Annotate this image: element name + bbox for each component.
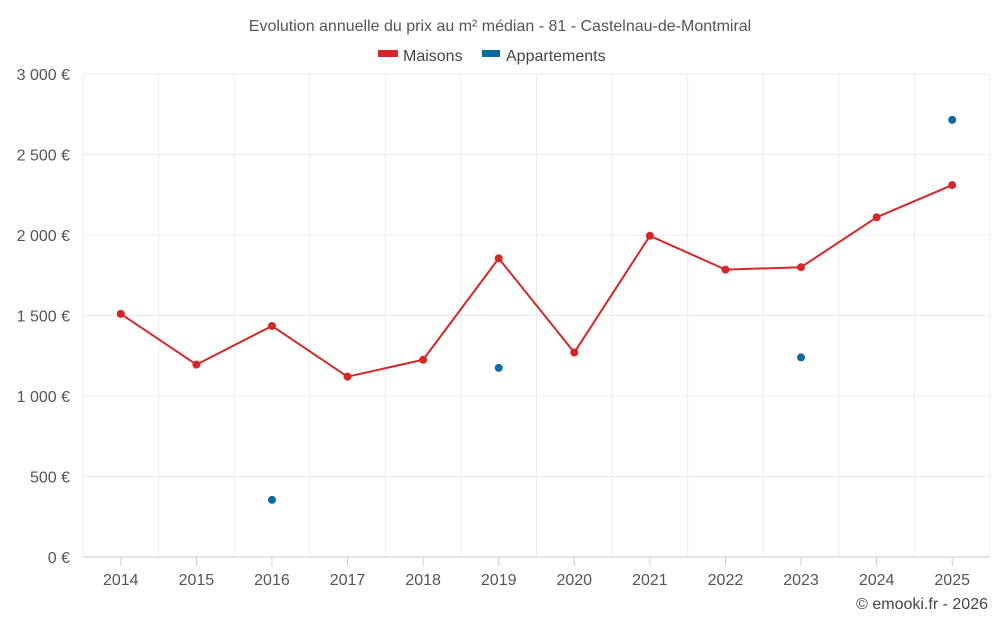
data-point-appartements-2019[interactable]	[494, 363, 503, 372]
series-line-maisons	[120, 184, 953, 378]
data-point-appartements-2016[interactable]	[267, 495, 276, 504]
x-tick-label: 2023	[783, 572, 819, 589]
data-point-maisons-2014[interactable]	[116, 309, 125, 318]
y-tick-label: 3 000 €	[17, 67, 70, 84]
x-axis: 2014 2015 2016 2017 2018 2019 2020 2021 2022 2023…	[83, 556, 990, 589]
legend-label-maisons[interactable]: Maisons	[403, 48, 463, 65]
y-tick-label: 2 500 €	[17, 148, 70, 165]
x-tick-label: 2024	[859, 572, 895, 589]
x-tick-label: 2022	[708, 572, 744, 589]
y-tick-label: 0 €	[48, 550, 70, 567]
x-tick-label: 2025	[934, 572, 970, 589]
y-tick-label: 1 000 €	[17, 389, 70, 406]
x-tick-label: 2019	[481, 572, 517, 589]
data-point-maisons-2015[interactable]	[192, 360, 201, 369]
legend-label-appartements[interactable]: Appartements	[506, 48, 606, 65]
y-tick-label: 500 €	[30, 470, 70, 487]
chart-title: Evolution annuelle du prix au m² médian …	[249, 18, 751, 35]
x-tick-label: 2020	[556, 572, 592, 589]
data-point-maisons-2025[interactable]	[948, 181, 957, 190]
x-tick-label: 2017	[330, 572, 366, 589]
data-point-maisons-2019[interactable]	[494, 254, 503, 263]
x-tick-label: 2018	[405, 572, 441, 589]
data-point-maisons-2024[interactable]	[872, 213, 881, 222]
data-point-maisons-2018[interactable]	[419, 355, 428, 364]
legend-swatch-maisons	[378, 50, 398, 57]
x-tick-label: 2021	[632, 572, 668, 589]
data-point-maisons-2017[interactable]	[343, 372, 352, 381]
data-point-maisons-2023[interactable]	[797, 263, 806, 272]
x-tick-label: 2014	[103, 572, 139, 589]
data-point-maisons-2022[interactable]	[721, 265, 730, 274]
series-layer	[116, 115, 957, 504]
data-point-maisons-2016[interactable]	[267, 321, 276, 330]
y-tick-label: 1 500 €	[17, 309, 70, 326]
y-axis: 0 € 500 € 1 000 € 1 500 € 2 000 € 2 500 € 3 00…	[17, 67, 70, 567]
x-tick-label: 2015	[179, 572, 215, 589]
data-point-appartements-2025[interactable]	[948, 115, 957, 124]
x-tick-label: 2016	[254, 572, 290, 589]
data-point-maisons-2021[interactable]	[645, 231, 654, 240]
data-point-maisons-2020[interactable]	[570, 348, 579, 357]
credit-text: © emooki.fr - 2026	[856, 596, 988, 613]
legend-swatch-appartements	[482, 50, 500, 57]
data-point-appartements-2023[interactable]	[797, 353, 806, 362]
y-tick-label: 2 000 €	[17, 228, 70, 245]
legend: Maisons Appartements	[378, 48, 606, 65]
grid	[82, 73, 991, 557]
